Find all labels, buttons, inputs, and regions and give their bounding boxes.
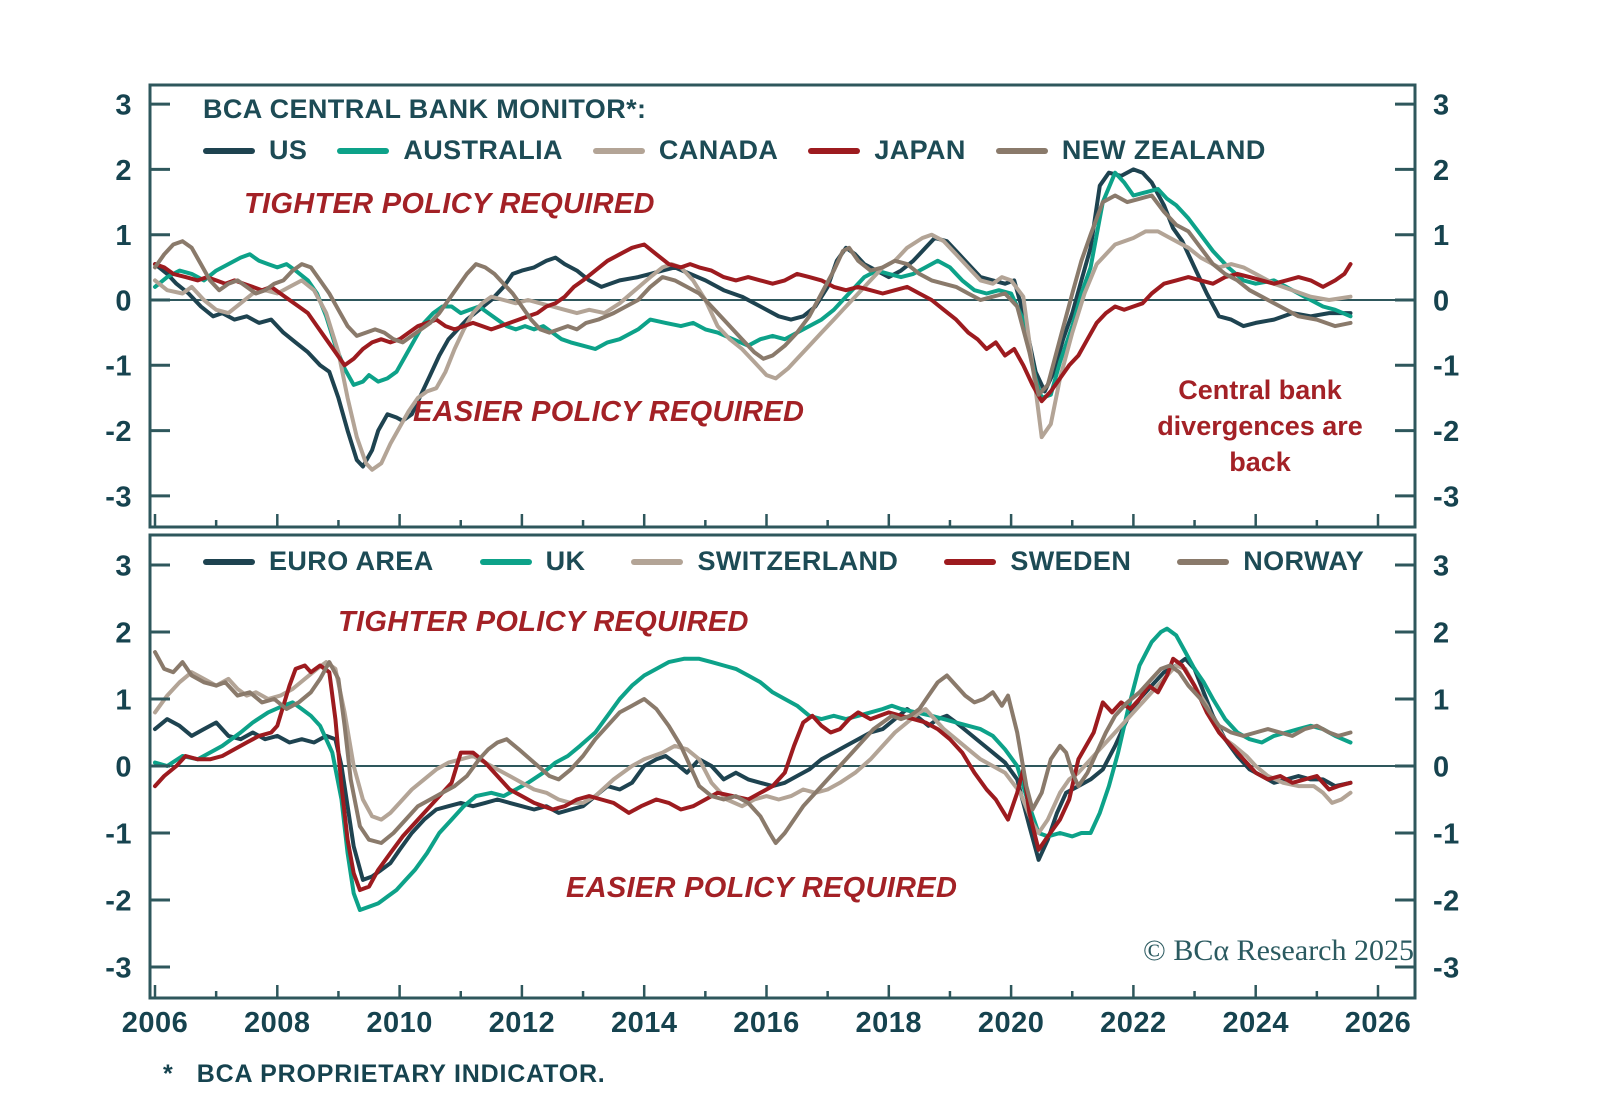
annotation-easier-policy-top: EASIER POLICY REQUIRED	[413, 396, 805, 428]
y-tick-label: 2	[115, 617, 132, 649]
legend-item-uk: UK	[479, 546, 586, 577]
series-line-new-zealand	[153, 193, 1353, 397]
x-tick-label: 2010	[366, 1007, 433, 1039]
x-tick-label: 2024	[1222, 1007, 1289, 1039]
y-tick-label: 2	[1433, 155, 1450, 187]
y-tick-label: -2	[105, 885, 132, 917]
y-tick-label: 0	[115, 751, 132, 783]
legend-item-euro-area: EURO AREA	[203, 546, 434, 577]
y-tick-label: 3	[1433, 90, 1450, 122]
legend-label: US	[269, 135, 308, 165]
legend-swatch-sweden	[944, 558, 997, 565]
y-tick-label: 3	[115, 550, 132, 582]
legend-swatch-switzerland	[631, 558, 684, 565]
panel-frame	[148, 83, 1417, 529]
legend-swatch-norway	[1177, 558, 1230, 565]
legend-item-norway: NORWAY	[1177, 546, 1364, 577]
y-tick-label: 3	[115, 90, 132, 122]
legend-swatch-us	[203, 147, 255, 154]
legend-item-canada: CANADA	[592, 135, 779, 166]
legend-items-bottom: EURO AREA UK SWITZERLAND SWEDEN NORWAY	[203, 546, 1410, 577]
series-line-sweden	[153, 656, 1353, 892]
x-tick-label: 2008	[244, 1007, 311, 1039]
x-tick-label: 2014	[611, 1007, 678, 1039]
series-line-canada	[153, 229, 1353, 472]
legend-bottom: EURO AREA UK SWITZERLAND SWEDEN NORWAY	[203, 546, 1410, 577]
legend-swatch-canada	[592, 147, 645, 154]
chart-title: BCA CENTRAL BANK MONITOR*:	[203, 94, 647, 124]
legend-swatch-uk	[479, 558, 532, 565]
x-tick-label: 2018	[856, 1007, 923, 1039]
legend-label: UK	[545, 546, 586, 576]
legend-label: NEW ZEALAND	[1061, 135, 1266, 165]
legend-item-japan: JAPAN	[808, 135, 966, 166]
legend-item-switzerland: SWITZERLAND	[631, 546, 898, 577]
legend-item-us: US	[203, 135, 307, 166]
x-tick-label: 2022	[1100, 1007, 1167, 1039]
legend-label: NORWAY	[1243, 546, 1365, 576]
y-tick-label: -2	[1433, 416, 1460, 448]
legend-label: JAPAN	[874, 135, 966, 165]
legend-label: AUSTRALIA	[403, 135, 563, 165]
footnote-text: * BCA PROPRIETARY INDICATOR.	[163, 1060, 606, 1088]
series-line-japan	[153, 242, 1353, 404]
legend-swatch-japan	[808, 147, 861, 154]
y-tick-label: -1	[105, 818, 132, 850]
y-tick-label: -3	[1433, 952, 1460, 984]
series-line-uk	[153, 626, 1353, 912]
y-tick-label: -1	[1433, 818, 1460, 850]
y-tick-label: 3	[1433, 550, 1450, 582]
y-tick-label: -3	[105, 952, 132, 984]
x-tick-label: 2026	[1345, 1007, 1412, 1039]
copyright-text: © BCα Research 2025	[1143, 934, 1414, 967]
annotation-tighter-policy-top: TIGHTER POLICY REQUIRED	[244, 188, 655, 220]
y-tick-label: 1	[1433, 220, 1450, 252]
y-tick-label: 1	[1433, 684, 1450, 716]
annotation-easier-policy-bottom: EASIER POLICY REQUIRED	[566, 872, 958, 904]
y-tick-label: 0	[1433, 751, 1450, 783]
annotation-tighter-policy-bottom: TIGHTER POLICY REQUIRED	[338, 606, 749, 638]
legend-items-top: US AUSTRALIA CANADA JAPAN NEW ZEALAND	[203, 135, 1296, 166]
x-tick-label: 2020	[978, 1007, 1045, 1039]
y-tick-label: 0	[115, 285, 132, 317]
legend-item-australia: AUSTRALIA	[337, 135, 563, 166]
x-tick-label: 2016	[733, 1007, 800, 1039]
x-tick-label: 2006	[122, 1007, 189, 1039]
legend-label: EURO AREA	[269, 546, 434, 576]
annotation-divergences: Central bank divergences are back	[1157, 375, 1363, 477]
legend-label: SWEDEN	[1010, 546, 1132, 576]
legend-swatch-euro-area	[203, 558, 255, 565]
y-tick-label: 1	[115, 220, 132, 252]
y-tick-label: 2	[115, 155, 132, 187]
y-tick-label: 0	[1433, 285, 1450, 317]
y-tick-label: 1	[115, 684, 132, 716]
legend-swatch-new-zealand	[995, 147, 1048, 154]
y-tick-label: -1	[1433, 351, 1460, 383]
y-tick-label: -1	[105, 351, 132, 383]
legend-top: BCA CENTRAL BANK MONITOR*: US AUSTRALIA CA…	[203, 94, 1296, 166]
legend-label: CANADA	[658, 135, 779, 165]
series-line-norway	[153, 650, 1353, 845]
legend-item-sweden: SWEDEN	[944, 546, 1131, 577]
legend-label: SWITZERLAND	[697, 546, 899, 576]
y-tick-label: -2	[1433, 885, 1460, 917]
x-tick-label: 2012	[489, 1007, 556, 1039]
y-tick-label: -3	[1433, 481, 1460, 513]
legend-item-new-zealand: NEW ZEALAND	[995, 135, 1266, 166]
legend-swatch-australia	[337, 147, 390, 154]
y-tick-label: -2	[105, 416, 132, 448]
y-tick-label: -3	[105, 481, 132, 513]
y-tick-label: 2	[1433, 617, 1450, 649]
